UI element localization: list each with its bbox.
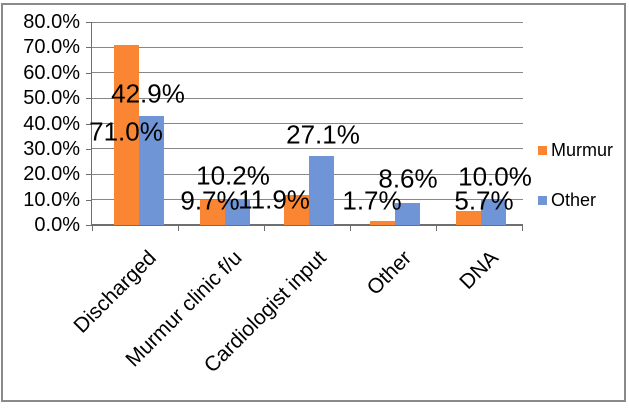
y-axis-tick bbox=[86, 123, 92, 125]
x-axis-tick bbox=[436, 225, 437, 231]
y-axis-tick-label: 60.0% bbox=[23, 61, 80, 84]
gridline-60.0% bbox=[92, 72, 523, 74]
legend-label-other: Other bbox=[551, 190, 597, 210]
gridline-40.0% bbox=[92, 123, 523, 124]
data-label-murmur-other: 1.7% bbox=[342, 185, 402, 216]
y-axis-tick-label: 30.0% bbox=[23, 137, 80, 160]
data-label-other-cardiologist-input: 27.1% bbox=[286, 119, 360, 150]
y-axis-tick bbox=[86, 72, 92, 74]
bar-other-cardiologist-input bbox=[309, 156, 334, 225]
gridline-20.0% bbox=[92, 173, 523, 175]
bar-murmur-other bbox=[370, 221, 395, 225]
y-axis-tick bbox=[86, 47, 92, 49]
y-axis-tick-label: 40.0% bbox=[23, 112, 80, 135]
data-label-murmur-murmur-clinic-f-u: 9.7% bbox=[180, 185, 240, 216]
data-label-murmur-dna: 5.7% bbox=[454, 185, 514, 216]
gridline-50.0% bbox=[92, 97, 523, 99]
x-axis-line bbox=[92, 224, 523, 226]
legend-swatch-other bbox=[538, 196, 547, 205]
data-label-murmur-discharged: 71.0% bbox=[89, 116, 163, 147]
bar-other-dna bbox=[481, 200, 506, 225]
x-axis-tick bbox=[522, 225, 523, 231]
legend-swatch-murmur bbox=[538, 146, 547, 155]
x-axis-tick bbox=[178, 225, 179, 231]
legend-label-murmur: Murmur bbox=[551, 140, 613, 160]
y-axis-tick-label: 70.0% bbox=[23, 36, 80, 59]
y-axis-tick-label: 80.0% bbox=[23, 11, 80, 33]
gridline-30.0% bbox=[92, 148, 523, 150]
y-axis-tick bbox=[86, 148, 92, 150]
data-label-other-other: 8.6% bbox=[378, 163, 438, 194]
y-axis-tick bbox=[86, 225, 92, 226]
bar-other-other bbox=[395, 203, 420, 225]
y-axis-tick bbox=[86, 98, 92, 100]
y-axis-tick-label: 0.0% bbox=[34, 214, 80, 236]
gridline-80.0% bbox=[92, 21, 523, 23]
data-label-other-dna: 10.0% bbox=[458, 161, 532, 192]
data-label-other-murmur-clinic-f-u: 10.2% bbox=[196, 160, 270, 191]
gridline-70.0% bbox=[92, 46, 523, 48]
bar-other-discharged bbox=[139, 116, 164, 225]
x-axis-tick bbox=[264, 225, 265, 231]
bar-other-murmur-clinic-f-u bbox=[225, 199, 250, 225]
legend-item-murmur: Murmur bbox=[538, 141, 613, 160]
y-axis-tick-label: 10.0% bbox=[23, 188, 80, 211]
y-axis-line bbox=[91, 22, 92, 226]
y-axis-tick-label: 20.0% bbox=[23, 163, 80, 186]
y-axis-tick-label: 50.0% bbox=[23, 87, 80, 110]
bar-murmur-dna bbox=[456, 211, 481, 225]
y-axis-tick bbox=[86, 22, 92, 23]
y-axis-tick bbox=[86, 199, 92, 201]
bar-murmur-discharged bbox=[114, 45, 139, 225]
legend-item-other: Other bbox=[538, 191, 596, 210]
bar-murmur-murmur-clinic-f-u bbox=[200, 200, 225, 225]
x-axis-tick bbox=[92, 225, 93, 231]
data-label-murmur-cardiologist-input: 11.9% bbox=[238, 184, 310, 215]
bar-murmur-cardiologist-input bbox=[284, 195, 309, 225]
y-axis-tick bbox=[86, 174, 92, 176]
data-label-other-discharged: 42.9% bbox=[111, 78, 185, 109]
x-axis-tick bbox=[350, 225, 351, 231]
